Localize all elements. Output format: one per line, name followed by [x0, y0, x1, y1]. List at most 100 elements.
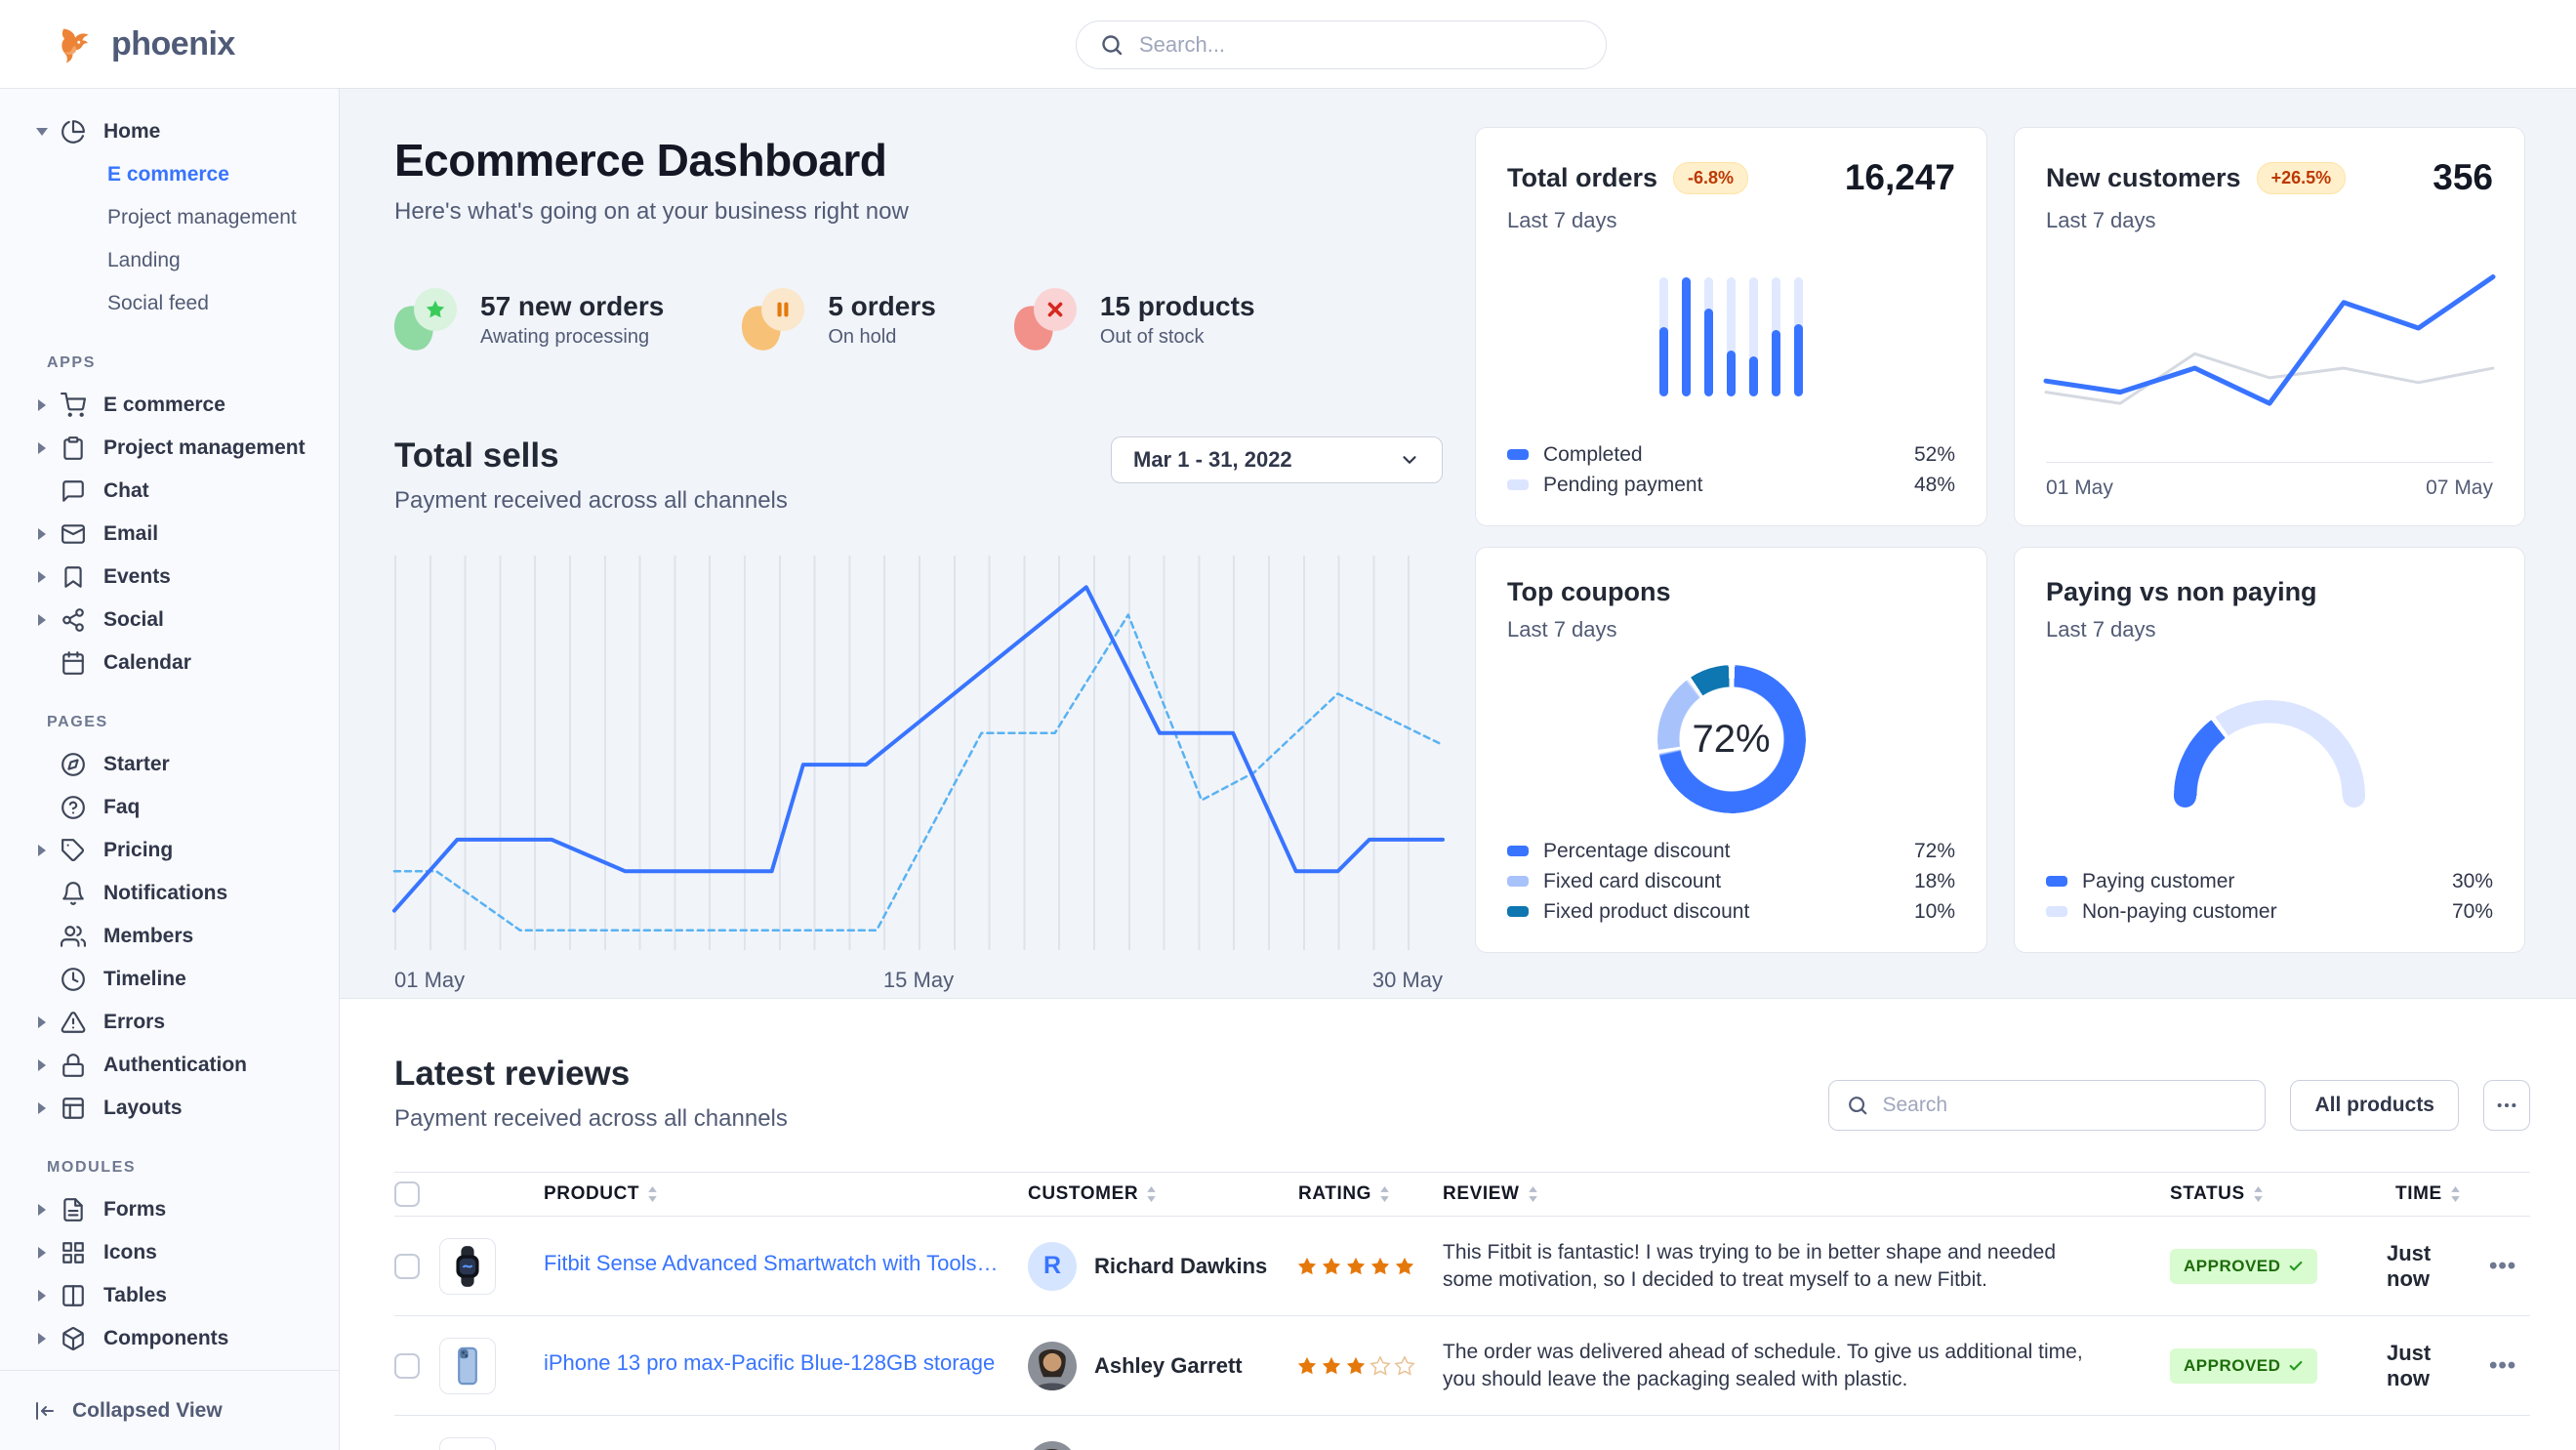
caret-right-icon	[29, 1102, 55, 1114]
column-header-review[interactable]: REVIEW	[1443, 1183, 1538, 1205]
sidebar-item-project-management[interactable]: Project management	[18, 427, 321, 470]
caret-right-icon	[29, 1290, 55, 1302]
file-text-icon	[61, 1197, 86, 1222]
sidebar-item-icons[interactable]: Icons	[18, 1231, 321, 1274]
order-bar	[1704, 276, 1713, 396]
card-title: Top coupons	[1507, 577, 1671, 606]
sidebar-group-label-modules: MODULES	[47, 1159, 137, 1176]
sidebar-item-e-commerce[interactable]: E commerce	[107, 163, 229, 186]
sidebar-item-landing[interactable]: Landing	[107, 249, 181, 271]
sidebar-group-label-apps: APPS	[47, 354, 96, 371]
rating-stars	[1296, 1256, 1435, 1277]
reviews-controls: All products	[1828, 1080, 2530, 1131]
star-icon	[1370, 1354, 1391, 1376]
product-link[interactable]: Fitbit Sense Advanced Smartwatch with To…	[544, 1251, 1002, 1275]
legend-value: 18%	[1913, 869, 1955, 892]
column-header-time[interactable]: TIME	[2395, 1183, 2461, 1205]
row-checkbox[interactable]	[394, 1352, 420, 1379]
sort-icon	[1379, 1186, 1390, 1202]
sidebar-item-events[interactable]: Events	[18, 556, 321, 599]
sidebar-item-label: Faq	[103, 796, 141, 818]
stat-value: 5 orders	[828, 290, 936, 321]
sidebar-item-label: Project management	[103, 436, 306, 459]
sidebar-item-errors[interactable]: Errors	[18, 1001, 321, 1044]
stat-awating-processing: 57 new orders Awating processing	[389, 288, 664, 355]
paying-gauge-chart	[2174, 699, 2365, 891]
x-label: 01 May	[2046, 476, 2113, 499]
review-time: Just now	[2387, 1240, 2432, 1291]
dashboard-left-column: Ecommerce Dashboard Here's what's going …	[394, 89, 1443, 993]
clipboard-icon	[61, 435, 86, 461]
sidebar-item-notifications[interactable]: Notifications	[18, 872, 321, 915]
star-blob-icon	[389, 288, 457, 355]
sidebar-item-home[interactable]: Home	[18, 110, 321, 153]
product-image	[439, 1337, 496, 1394]
row-more-button[interactable]: •••	[2489, 1252, 2517, 1279]
status-badge: APPROVED	[2170, 1347, 2318, 1384]
review-row: Fitbit Sense Advanced Smartwatch with To…	[394, 1216, 2530, 1316]
date-range-select[interactable]: Mar 1 - 31, 2022	[1111, 436, 1443, 483]
column-header-status[interactable]: STATUS	[2170, 1183, 2264, 1205]
sidebar-item-components[interactable]: Components	[18, 1317, 321, 1360]
mail-icon	[61, 521, 86, 547]
card-value: 16,247	[1844, 157, 1955, 197]
reviews-search-input[interactable]	[1882, 1094, 2248, 1117]
check-icon	[2288, 1358, 2304, 1374]
card-subtitle: Last 7 days	[2046, 617, 2156, 642]
more-options-button[interactable]	[2483, 1080, 2530, 1131]
kpi-cards: Total orders -6.8% 16,247 Last 7 days Co…	[1475, 127, 2525, 953]
sidebar-item-timeline[interactable]: Timeline	[18, 958, 321, 1001]
sidebar-item-social[interactable]: Social	[18, 599, 321, 642]
donut-center-label: 72%	[1692, 717, 1771, 761]
change-badge: -6.8%	[1673, 161, 1749, 194]
sidebar-item-e-commerce[interactable]: E commerce	[18, 384, 321, 427]
select-all-checkbox[interactable]	[394, 1181, 420, 1207]
sort-icon	[2450, 1186, 2461, 1202]
card-subtitle: Last 7 days	[2046, 208, 2156, 232]
row-checkbox[interactable]	[394, 1253, 420, 1279]
alert-triangle-icon	[61, 1010, 86, 1035]
sidebar-item-layouts[interactable]: Layouts	[18, 1087, 321, 1130]
sidebar-item-social-feed[interactable]: Social feed	[107, 292, 209, 314]
sidebar-item-starter[interactable]: Starter	[18, 743, 321, 786]
sidebar-item-faq[interactable]: Faq	[18, 786, 321, 829]
sidebar-item-pricing[interactable]: Pricing	[18, 829, 321, 872]
global-search[interactable]	[1076, 21, 1607, 69]
sidebar-item-project-management[interactable]: Project management	[107, 206, 297, 228]
sidebar-item-email[interactable]: Email	[18, 513, 321, 556]
legend-value: 48%	[1913, 473, 1955, 496]
row-more-button[interactable]: •••	[2489, 1351, 2517, 1379]
legend-label: Percentage discount	[1543, 839, 1731, 862]
sidebar-item-label: Starter	[103, 753, 170, 775]
caret-right-icon	[29, 1247, 55, 1259]
collapse-sidebar-button[interactable]: Collapsed View	[0, 1370, 339, 1450]
x-label: 01 May	[394, 968, 466, 992]
column-header-product[interactable]: PRODUCT	[544, 1183, 658, 1205]
sidebar-item-tables[interactable]: Tables	[18, 1274, 321, 1317]
order-bar	[1794, 276, 1803, 396]
all-products-button[interactable]: All products	[2290, 1080, 2459, 1131]
sidebar-item-members[interactable]: Members	[18, 915, 321, 958]
legend-swatch	[1507, 449, 1529, 460]
reviews-title: Latest reviews	[394, 1055, 631, 1093]
sidebar-item-chat[interactable]: Chat	[18, 470, 321, 513]
global-search-input[interactable]	[1139, 32, 1582, 58]
sidebar-item-calendar[interactable]: Calendar	[18, 642, 321, 684]
star-icon	[1346, 1257, 1366, 1274]
column-header-rating[interactable]: RATING	[1298, 1183, 1390, 1205]
search-icon	[1102, 35, 1123, 56]
review-row: iPhone 13 pro max-Pacific Blue-128GB sto…	[394, 1315, 2530, 1416]
stat-out-of-stock: 15 products Out of stock	[1008, 288, 1255, 355]
caret-right-icon	[29, 1333, 55, 1345]
column-header-customer[interactable]: CUSTOMER	[1028, 1183, 1157, 1205]
sidebar-item-forms[interactable]: Forms	[18, 1188, 321, 1231]
x-label: 07 May	[2426, 476, 2493, 499]
x-label: 30 May	[1371, 968, 1443, 992]
reviews-search[interactable]	[1828, 1080, 2267, 1131]
page-title: Ecommerce Dashboard	[394, 135, 887, 186]
check-icon	[2288, 1259, 2304, 1274]
columns-icon	[61, 1283, 86, 1308]
sidebar-item-authentication[interactable]: Authentication	[18, 1044, 321, 1087]
logo[interactable]: phoenix	[55, 0, 235, 89]
product-link[interactable]: iPhone 13 pro max-Pacific Blue-128GB sto…	[544, 1350, 996, 1375]
